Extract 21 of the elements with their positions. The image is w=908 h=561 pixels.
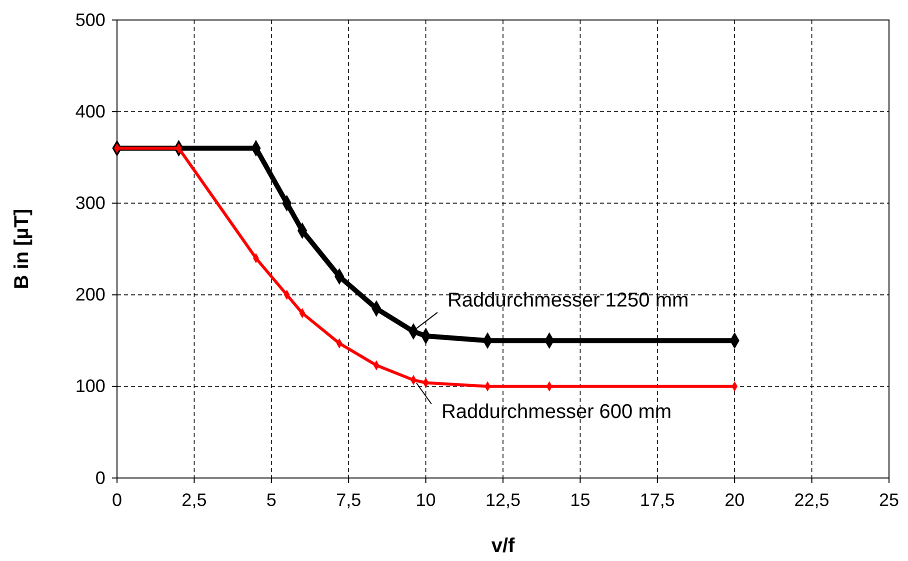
x-tick-label: 15: [570, 490, 590, 510]
x-tick-label: 17,5: [640, 490, 675, 510]
x-tick-label: 12,5: [485, 490, 521, 510]
y-tick-label: 300: [75, 192, 106, 213]
x-axis-title: v/f: [491, 535, 516, 557]
y-tick-label: 500: [75, 10, 106, 30]
y-tick-label: 0: [95, 468, 106, 488]
y-tick-label: 100: [75, 376, 106, 396]
x-tick-label: 2,5: [182, 490, 207, 510]
y-axis-title: B in [µT]: [11, 208, 33, 290]
x-tick-label: 25: [878, 490, 900, 510]
annotation: Raddurchmesser 600 mm: [441, 400, 672, 423]
x-tick-label: 7,5: [336, 490, 362, 510]
x-tick-label: 5: [266, 490, 276, 510]
y-tick-label: 400: [75, 101, 106, 122]
annotation: Raddurchmesser 1250 mm: [447, 289, 689, 312]
y-tick-label: 200: [75, 284, 106, 305]
x-tick-label: 20: [724, 490, 745, 510]
x-tick-label: 22,5: [794, 490, 830, 510]
x-tick-label: 0: [112, 490, 122, 510]
x-tick-label: 10: [416, 490, 436, 510]
